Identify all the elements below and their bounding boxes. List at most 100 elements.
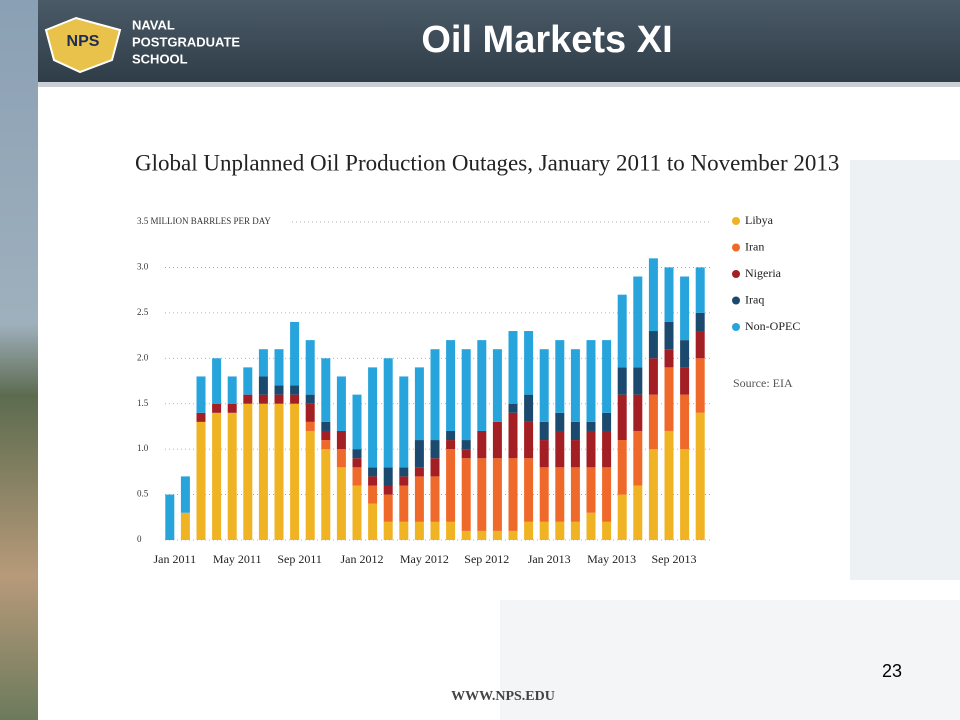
legend-swatch (732, 243, 740, 252)
bar-segment (227, 403, 237, 413)
bar-segment (648, 449, 658, 540)
bar-segment (695, 331, 705, 359)
bar-segment (446, 440, 456, 450)
bar-segment (508, 458, 518, 531)
bar-segment (368, 476, 378, 486)
bar-segment (586, 467, 596, 513)
bar-segment (648, 258, 658, 332)
bar-segment (539, 421, 549, 441)
bar-segment (368, 485, 378, 504)
bar-segment (368, 467, 378, 477)
bar-segment (321, 430, 331, 441)
bar-segment (305, 403, 315, 422)
bar-segment (680, 340, 690, 368)
bar-segment (477, 340, 487, 431)
bar-segment (695, 358, 705, 413)
bar-segment (664, 267, 674, 322)
bar-segment (399, 476, 409, 486)
x-tick-label: Jan 2013 (528, 552, 571, 566)
bar-segment (633, 276, 643, 368)
bar-segment (633, 430, 643, 486)
bar-segment (274, 394, 284, 404)
bar-segment (539, 521, 549, 540)
bar-segment (461, 530, 471, 540)
bar-segment (305, 430, 315, 540)
bar-segment (555, 412, 565, 431)
bar-segment (196, 376, 206, 413)
bar-segment (430, 440, 440, 459)
y-tick-label: 0 (137, 534, 142, 544)
y-tick-label: 0.5 (137, 489, 149, 499)
bar-segment (336, 449, 346, 468)
bar-segment (555, 430, 565, 468)
bar-segment (258, 403, 268, 540)
bar-segment (508, 331, 518, 404)
bar-segment (383, 467, 393, 486)
bar-segment (430, 349, 440, 441)
bar-segment (414, 367, 424, 441)
x-tick-label: May 2011 (213, 552, 262, 566)
bar-segment (586, 430, 596, 468)
bar-segment (461, 458, 471, 531)
bar-segment (555, 467, 565, 522)
bar-segment (336, 430, 346, 450)
bar-segment (695, 412, 705, 540)
header-bar (38, 0, 960, 82)
bar-segment (539, 349, 549, 422)
y-tick-label: 1.5 (137, 398, 149, 408)
legend-label: Nigeria (745, 266, 782, 280)
bar-segment (430, 458, 440, 477)
bar-segment (492, 458, 502, 531)
bar-segment (555, 521, 565, 540)
bar-segment (602, 467, 612, 522)
bar-segment (196, 421, 206, 540)
bar-segment (446, 521, 456, 540)
bar-segment (524, 521, 534, 540)
bar-segment (243, 403, 253, 540)
bar-segment (399, 485, 409, 522)
school-name: POSTGRADUATE (132, 34, 240, 49)
y-tick-label: 3.0 (137, 261, 149, 271)
bar-segment (180, 512, 190, 540)
bar-segment (524, 458, 534, 522)
bar-segment (368, 367, 378, 468)
bar-segment (274, 385, 284, 395)
bar-segment (227, 376, 237, 404)
bar-segment (243, 394, 253, 404)
bar-segment (290, 394, 300, 404)
bar-segment (352, 467, 362, 486)
bar-segment (212, 403, 222, 413)
bar-segment (165, 494, 175, 540)
bar-segment (227, 412, 237, 540)
bar-segment (180, 476, 190, 513)
bar-segment (274, 349, 284, 386)
bar-segment (664, 367, 674, 431)
bar-segment (414, 440, 424, 468)
bar-segment (648, 358, 658, 395)
y-tick-label: 2.5 (137, 307, 149, 317)
bar-segment (570, 421, 580, 441)
y-tick-label: 2.0 (137, 352, 149, 362)
bar-segment (492, 349, 502, 422)
bar-segment (430, 476, 440, 522)
source: Source: EIA (733, 376, 793, 390)
bar-segment (680, 367, 690, 395)
bar-segment (555, 340, 565, 413)
bar-segment (695, 267, 705, 313)
bar-segment (602, 430, 612, 468)
bar-segment (383, 521, 393, 540)
bar-segment (399, 376, 409, 468)
bar-segment (539, 467, 549, 522)
bar-segment (399, 467, 409, 477)
bar-segment (414, 476, 424, 522)
bar-segment (508, 403, 518, 413)
bar-segment (461, 449, 471, 459)
bar-segment (570, 467, 580, 522)
bar-segment (305, 340, 315, 395)
bar-segment (617, 494, 627, 540)
bar-segment (570, 349, 580, 422)
footer-url: WWW.NPS.EDU (451, 689, 555, 704)
bar-segment (414, 467, 424, 477)
bar-segment (383, 494, 393, 522)
